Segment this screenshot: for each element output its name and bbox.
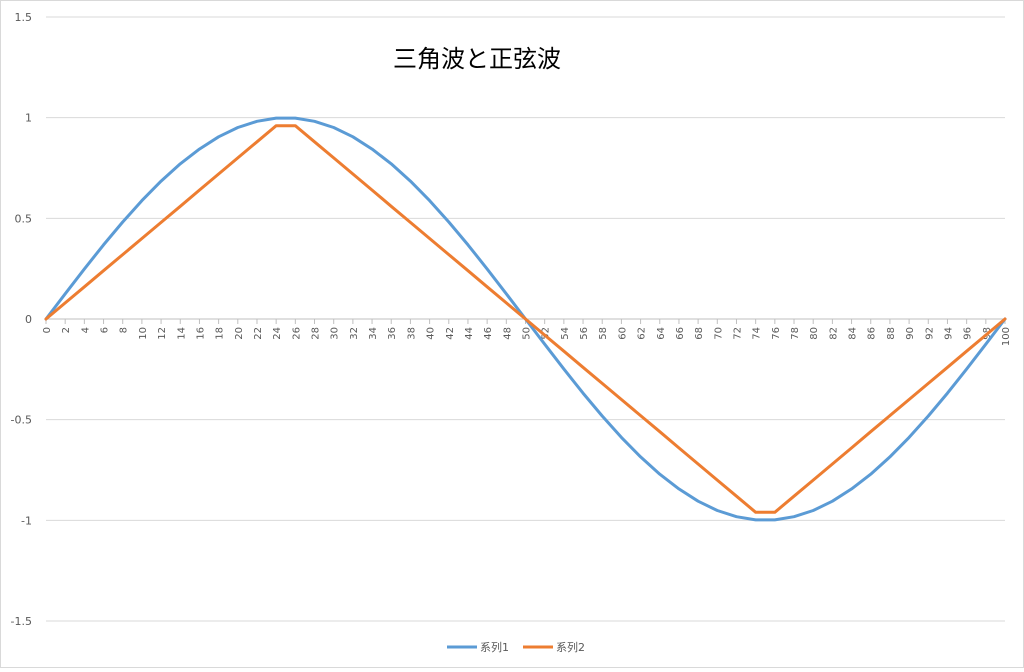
x-tick-label: 74 <box>752 327 763 340</box>
series-layer <box>44 116 1007 522</box>
x-tick-label: 16 <box>195 327 206 340</box>
y-tick-label: -1 <box>21 514 32 527</box>
y-axis-ticks: 1.5 1 0.5 0 -0.5 -1 -1.5 <box>11 11 32 628</box>
x-tick-label: 56 <box>579 327 590 340</box>
x-tick-label: 72 <box>732 327 743 340</box>
x-tick-label: 94 <box>943 327 954 340</box>
grid-layer <box>46 16 1005 622</box>
x-tick-label: 88 <box>886 327 897 340</box>
x-tick-label: 30 <box>330 327 341 340</box>
x-tick-label: 44 <box>464 327 475 340</box>
x-tick-label: 62 <box>637 327 648 340</box>
x-tick-label: 86 <box>867 327 878 340</box>
x-tick-label: 66 <box>675 327 686 340</box>
x-tick-label: 50 <box>522 327 533 340</box>
x-tick-label: 92 <box>924 327 935 340</box>
y-tick-label: 1.5 <box>15 11 33 24</box>
y-tick-label: 0 <box>25 313 32 326</box>
x-tick-label: 36 <box>387 327 398 340</box>
x-tick-label: 82 <box>828 327 839 340</box>
x-tick-label: 54 <box>560 327 571 340</box>
x-tick-label: 38 <box>406 327 417 340</box>
x-tick-label: 4 <box>80 327 91 333</box>
x-tick-label: 32 <box>349 327 360 340</box>
x-tick-label: 22 <box>253 327 264 340</box>
y-tick-label: -0.5 <box>11 414 32 427</box>
x-tick-label: 0 <box>42 327 53 333</box>
y-tick-label: 1 <box>25 112 32 125</box>
x-tick-label: 52 <box>541 327 552 340</box>
x-tick-label: 80 <box>809 327 820 340</box>
x-tick-label: 26 <box>291 327 302 340</box>
x-tick-label: 2 <box>61 327 72 333</box>
x-axis-ticks: 0 2 4 6 8 10 12 14 16 18 20 22 24 26 28 30 32 34 36 38 40 42 4… <box>42 319 1012 346</box>
x-tick-label: 76 <box>771 327 782 340</box>
x-tick-label: 18 <box>215 327 226 340</box>
chart-title: 三角波と正弦波 <box>393 45 561 73</box>
legend-label-2: 系列2 <box>556 640 585 654</box>
x-tick-label: 100 <box>1001 327 1012 346</box>
x-tick-label: 34 <box>368 327 379 340</box>
y-tick-label: 0.5 <box>15 212 33 225</box>
x-tick-label: 58 <box>598 327 609 340</box>
y-tick-label: -1.5 <box>11 615 32 628</box>
x-tick-label: 68 <box>694 327 705 340</box>
x-tick-label: 8 <box>119 327 130 333</box>
x-tick-label: 70 <box>713 327 724 340</box>
x-tick-label: 48 <box>502 327 513 340</box>
x-tick-label: 28 <box>311 327 322 340</box>
x-tick-label: 78 <box>790 327 801 340</box>
x-tick-label: 64 <box>656 327 667 340</box>
x-tick-label: 12 <box>157 327 168 340</box>
x-tick-label: 46 <box>483 327 494 340</box>
x-tick-label: 24 <box>272 327 283 340</box>
x-tick-label: 42 <box>445 327 456 340</box>
x-tick-label: 90 <box>905 327 916 340</box>
legend: 系列1 系列2 <box>447 640 585 654</box>
x-tick-label: 14 <box>176 327 187 340</box>
series-line-2 <box>44 124 1007 514</box>
x-tick-label: 6 <box>100 327 111 333</box>
x-tick-label: 96 <box>963 327 974 340</box>
x-tick-label: 60 <box>617 327 628 340</box>
legend-label-1: 系列1 <box>480 640 509 654</box>
x-tick-label: 84 <box>848 327 859 340</box>
x-tick-label: 40 <box>426 327 437 340</box>
x-tick-label: 10 <box>138 327 149 340</box>
x-tick-label: 20 <box>234 327 245 340</box>
